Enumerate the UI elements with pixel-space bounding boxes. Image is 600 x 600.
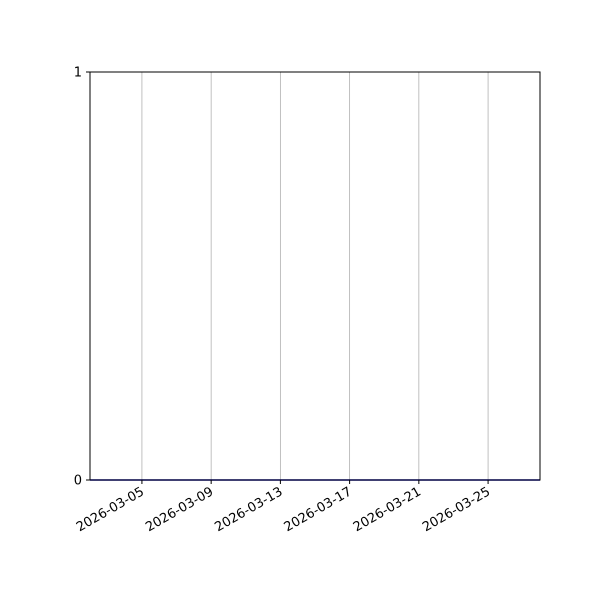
- x-tick-label: 2026-03-05: [74, 484, 147, 535]
- x-tick-label: 2026-03-17: [282, 484, 355, 535]
- x-tick-label: 2026-03-09: [143, 484, 216, 535]
- y-tick-label: 1: [74, 66, 82, 81]
- grid-lines: [141, 72, 489, 480]
- x-tick-label: 2026-03-13: [212, 484, 285, 535]
- y-tick-label: 0: [74, 474, 82, 489]
- x-tick-label: 2026-03-25: [420, 484, 493, 535]
- y-axis: 01: [74, 66, 90, 489]
- x-tick-label: 2026-03-21: [351, 484, 424, 535]
- x-axis: 2026-03-052026-03-092026-03-132026-03-17…: [74, 480, 493, 535]
- plot-frame: [89, 71, 541, 481]
